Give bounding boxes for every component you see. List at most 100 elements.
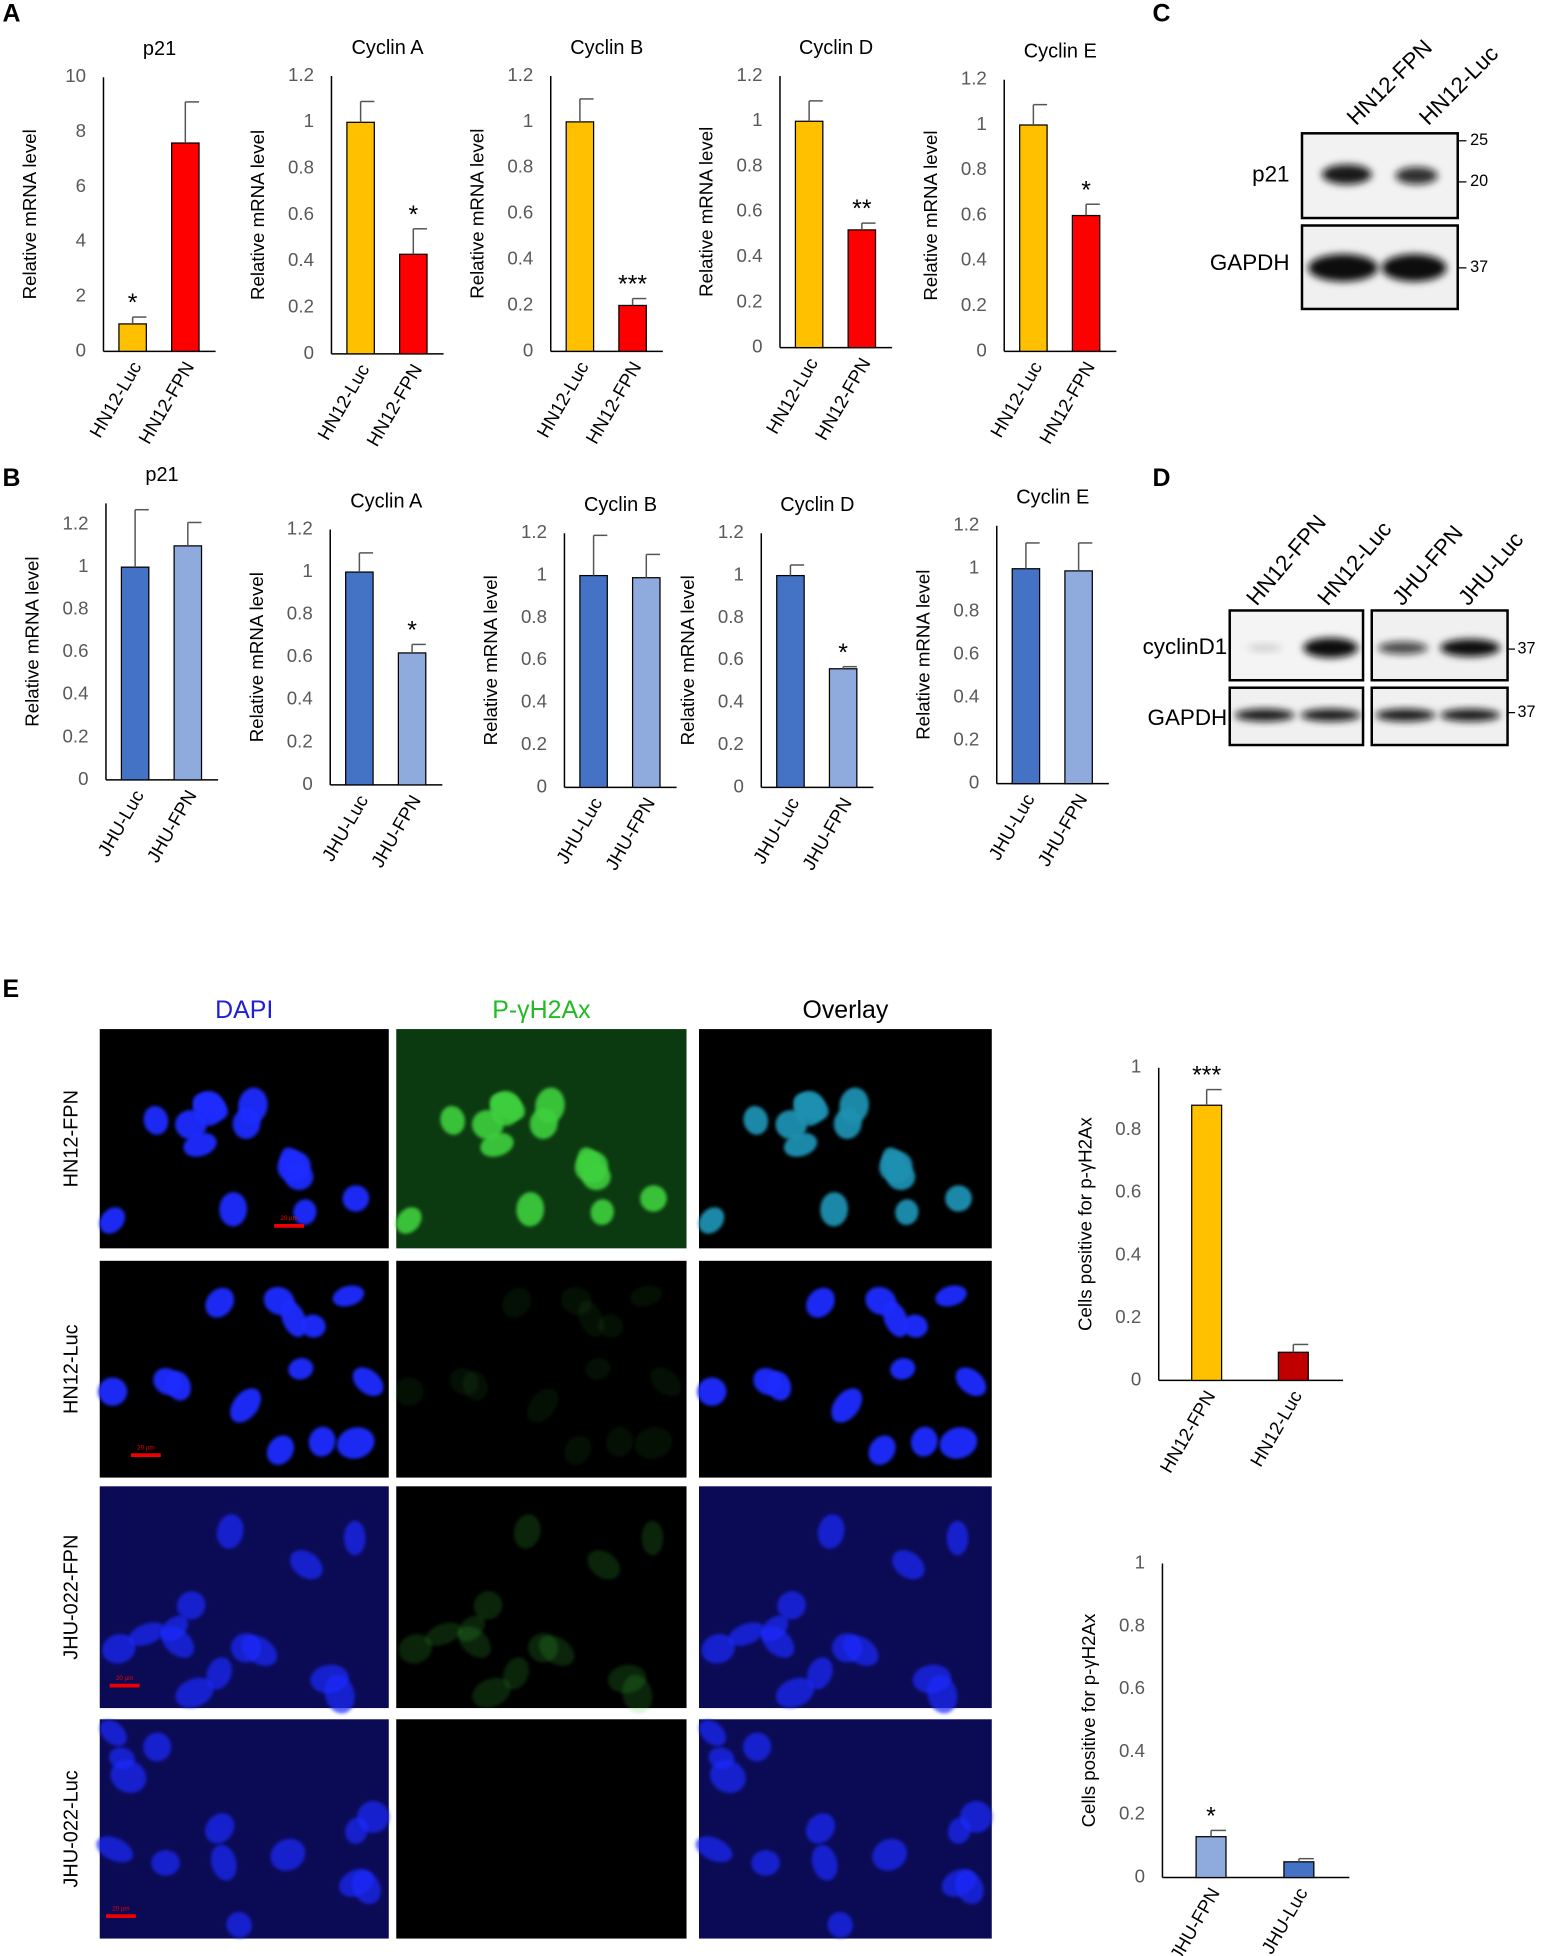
size-marker: 37 xyxy=(1518,639,1536,657)
row-label: cyclinD1 xyxy=(1143,634,1228,659)
y-tick-label: 0.6 xyxy=(737,200,763,221)
blot-band xyxy=(1440,639,1501,657)
nucleus xyxy=(585,1358,611,1380)
blot-band xyxy=(1234,708,1295,722)
nucleus xyxy=(280,1300,307,1338)
error-bar xyxy=(1292,1343,1309,1353)
size-marker: 37 xyxy=(1470,258,1488,276)
y-tick-label: 1.2 xyxy=(718,521,744,542)
nucleus xyxy=(910,1426,938,1457)
nucleus xyxy=(807,1657,833,1690)
nucleus xyxy=(699,1719,727,1746)
y-tick-label: 0 xyxy=(76,339,86,360)
row-label: p21 xyxy=(1252,162,1289,187)
y-tick-label: 0 xyxy=(302,773,312,794)
y-tick-label: 2 xyxy=(76,284,86,305)
significance: *** xyxy=(618,271,647,299)
nucleus xyxy=(960,1800,993,1833)
nucleus xyxy=(827,1912,853,1938)
error-bar xyxy=(411,643,426,653)
nucleus xyxy=(954,1870,984,1905)
panel-label: B xyxy=(3,464,21,492)
significance: * xyxy=(1206,1803,1216,1831)
y-axis-label: Relative mRNA level xyxy=(246,572,267,742)
nucleus xyxy=(892,1550,925,1580)
nucleus xyxy=(270,1838,306,1871)
y-axis-label: Relative mRNA level xyxy=(696,127,717,297)
bar xyxy=(1283,1861,1315,1879)
y-tick-label: 1 xyxy=(1135,1551,1145,1572)
column-header: Overlay xyxy=(802,996,888,1024)
y-tick-label: 1.2 xyxy=(288,64,314,85)
y-tick-label: 1 xyxy=(976,113,986,134)
chart-title: Cyclin D xyxy=(780,494,854,516)
bar xyxy=(618,304,647,352)
nucleus xyxy=(160,1615,189,1642)
error-bar xyxy=(592,534,608,576)
y-tick-label: 0.4 xyxy=(961,249,987,270)
nucleus xyxy=(641,1520,664,1556)
y-tick-label: 1.2 xyxy=(737,64,763,85)
nucleus xyxy=(230,1633,262,1663)
y-tick-label: 0.8 xyxy=(287,603,313,624)
x-tick-label: JHU-FPN xyxy=(367,791,425,871)
x-tick-label: HN12-Luc xyxy=(762,354,822,437)
nucleus xyxy=(352,1367,384,1397)
error-bar xyxy=(645,553,660,578)
chart-title: Cyclin D xyxy=(799,37,873,59)
x-tick-label: JHU-Luc xyxy=(318,791,373,864)
nucleus xyxy=(606,1426,634,1457)
significance: * xyxy=(128,289,138,317)
nucleus xyxy=(760,1615,789,1642)
bar xyxy=(1019,124,1048,352)
nucleus xyxy=(205,1287,235,1318)
nucleus xyxy=(590,1199,614,1226)
blot-band xyxy=(1375,708,1436,722)
bar xyxy=(397,652,427,786)
nucleus xyxy=(895,1199,919,1226)
x-tick-label: JHU-Luc xyxy=(984,790,1039,863)
nucleus xyxy=(473,1591,503,1620)
error-bar xyxy=(359,100,375,123)
y-axis-label: Cells positive for p-γH2Ax xyxy=(1078,1613,1099,1827)
y-tick-label: 0.4 xyxy=(953,686,979,707)
y-tick-label: 1.2 xyxy=(953,514,979,535)
x-tick-label: JHU-FPN xyxy=(142,786,200,866)
row-label: HN12-FPN xyxy=(61,1090,83,1187)
bar xyxy=(794,120,824,349)
x-tick-label: HN12-Luc xyxy=(532,358,592,441)
y-tick-label: 0.6 xyxy=(953,643,979,664)
nucleus xyxy=(820,1192,849,1227)
nucleus xyxy=(868,1435,896,1465)
nucleus xyxy=(806,1287,835,1318)
y-tick-label: 0.2 xyxy=(1119,1803,1145,1824)
nucleus xyxy=(902,1314,928,1338)
nucleus xyxy=(210,1844,237,1881)
nucleus xyxy=(890,1358,916,1380)
y-tick-label: 0 xyxy=(523,339,533,360)
chart-title: Cyclin B xyxy=(584,494,657,516)
nucleus xyxy=(832,1633,863,1663)
bar xyxy=(847,229,877,349)
y-tick-label: 0.6 xyxy=(718,648,744,669)
y-tick-label: 0.8 xyxy=(1115,1118,1141,1139)
nucleus xyxy=(277,1150,311,1183)
nucleus xyxy=(775,1677,815,1708)
nucleus xyxy=(216,1514,244,1549)
y-tick-label: 0.6 xyxy=(288,203,314,224)
y-tick-label: 10 xyxy=(65,65,86,86)
nucleus xyxy=(697,1377,727,1406)
nucleus xyxy=(793,1090,826,1126)
nucleus xyxy=(743,1105,769,1135)
chart-title: Cyclin A xyxy=(352,37,425,59)
nucleus xyxy=(650,1367,682,1397)
blot-band xyxy=(1303,637,1359,658)
nucleus xyxy=(872,1838,908,1871)
y-axis-label: Relative mRNA level xyxy=(920,130,941,300)
chart-title: Cyclin B xyxy=(570,37,643,59)
error-bar xyxy=(358,552,374,573)
y-tick-label: 1.2 xyxy=(521,521,547,542)
y-tick-label: 0.4 xyxy=(1119,1740,1145,1761)
nucleus xyxy=(332,1285,365,1307)
